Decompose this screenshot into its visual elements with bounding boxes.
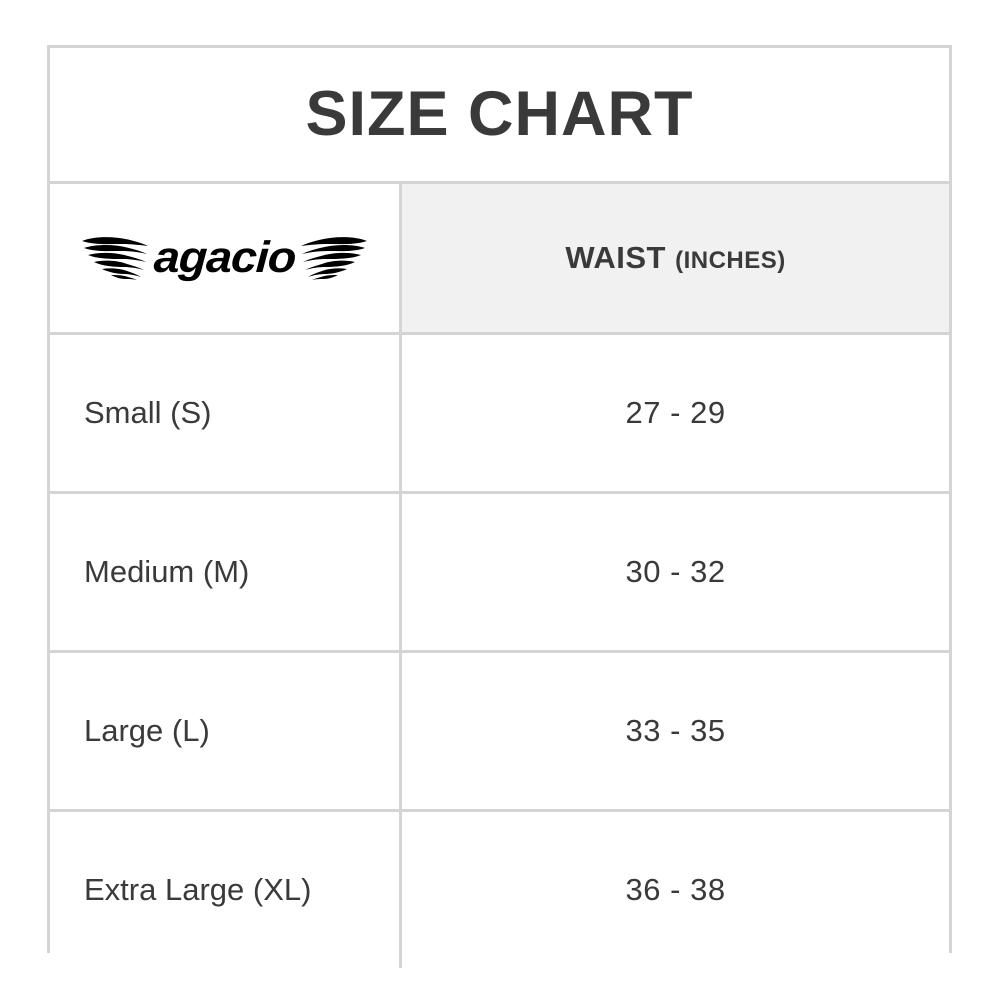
waist-value: 27 - 29 bbox=[400, 333, 949, 494]
table-row: Medium (M) 30 - 32 bbox=[50, 492, 949, 653]
waist-header-label: WAIST bbox=[565, 240, 666, 275]
size-chart-table: SIZE CHART bbox=[47, 45, 952, 968]
table-row: Large (L) 33 - 35 bbox=[50, 651, 949, 812]
wing-icon bbox=[81, 236, 148, 280]
waist-value: 33 - 35 bbox=[400, 651, 949, 812]
agacio-logo: agacio bbox=[80, 231, 369, 285]
brand-logo-cell: agacio bbox=[50, 182, 403, 335]
size-label: Small (S) bbox=[50, 333, 403, 494]
wing-icon bbox=[301, 236, 368, 280]
title-row: SIZE CHART bbox=[50, 48, 949, 184]
table-header-row: agacio bbox=[50, 182, 949, 335]
size-label: Large (L) bbox=[50, 651, 403, 812]
waist-column-header: WAIST (INCHES) bbox=[400, 182, 949, 335]
page-title: SIZE CHART bbox=[305, 79, 694, 149]
brand-wordmark: agacio bbox=[152, 232, 297, 282]
table-row: Extra Large (XL) 36 - 38 bbox=[50, 810, 949, 968]
waist-value: 30 - 32 bbox=[400, 492, 949, 653]
waist-header-unit: (INCHES) bbox=[675, 247, 786, 274]
size-label: Extra Large (XL) bbox=[50, 810, 403, 968]
table-row: Small (S) 27 - 29 bbox=[50, 333, 949, 494]
waist-value: 36 - 38 bbox=[400, 810, 949, 968]
page-title-cell: SIZE CHART bbox=[50, 48, 949, 184]
size-label: Medium (M) bbox=[50, 492, 403, 653]
